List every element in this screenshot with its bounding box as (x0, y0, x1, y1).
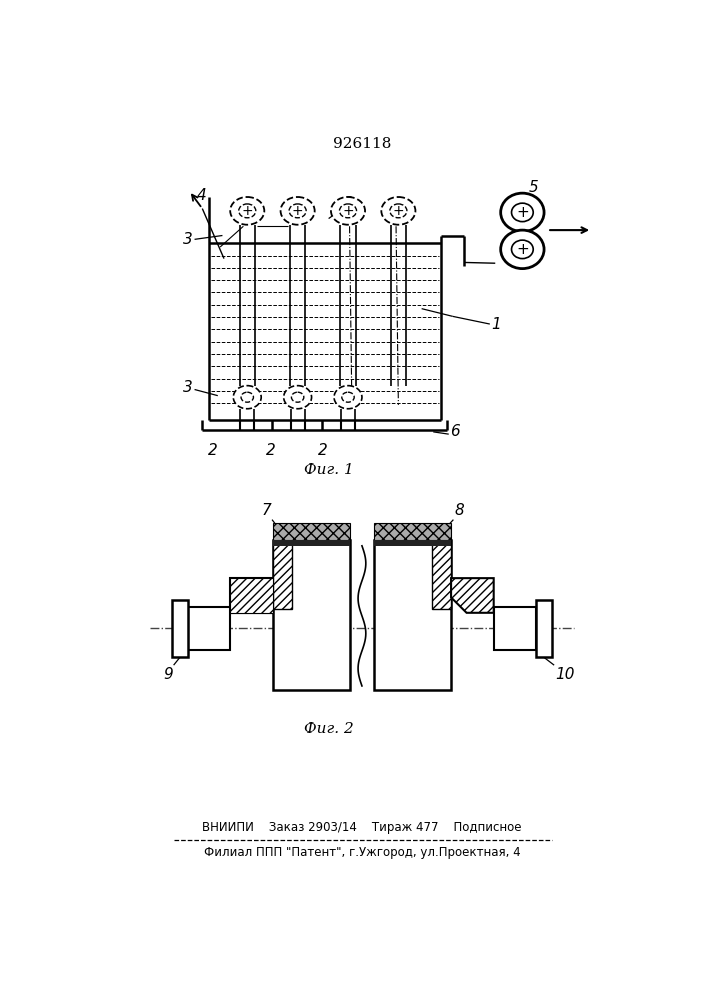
Ellipse shape (339, 204, 356, 218)
Ellipse shape (331, 197, 365, 225)
Bar (273, 540, 351, 690)
Text: 9: 9 (163, 667, 173, 682)
Polygon shape (451, 578, 493, 613)
Text: 3: 3 (183, 380, 193, 395)
Text: 2: 2 (318, 443, 328, 458)
Ellipse shape (241, 392, 253, 402)
Text: +: + (516, 242, 529, 257)
Ellipse shape (230, 197, 264, 225)
Ellipse shape (281, 197, 315, 225)
Text: 926118: 926118 (333, 137, 391, 151)
Text: 8: 8 (454, 503, 464, 518)
Text: 6: 6 (450, 424, 460, 439)
Ellipse shape (284, 386, 312, 409)
Bar (493, 607, 537, 650)
Text: Филиал ППП "Патент", г.Ужгород, ул.Проектная, 4: Филиал ППП "Патент", г.Ужгород, ул.Проек… (204, 846, 520, 859)
Text: 4: 4 (197, 188, 206, 203)
Bar (172, 600, 187, 657)
Ellipse shape (512, 240, 533, 259)
Ellipse shape (334, 386, 362, 409)
Text: 3: 3 (344, 196, 354, 211)
Ellipse shape (501, 230, 544, 269)
Ellipse shape (289, 204, 306, 218)
Text: 10: 10 (555, 667, 574, 682)
Text: +: + (241, 204, 253, 218)
Ellipse shape (501, 193, 544, 232)
Bar (373, 540, 451, 690)
Text: ВНИИПИ    Заказ 2903/14    Тираж 477    Подписное: ВНИИПИ Заказ 2903/14 Тираж 477 Подписное (202, 821, 522, 834)
Bar (373, 523, 451, 540)
Ellipse shape (381, 197, 416, 225)
Ellipse shape (291, 392, 304, 402)
Text: +: + (342, 204, 354, 218)
Text: 2: 2 (266, 443, 275, 458)
Text: Фиг. 2: Фиг. 2 (304, 722, 354, 736)
Ellipse shape (390, 204, 407, 218)
Bar (230, 578, 273, 613)
Ellipse shape (512, 203, 533, 222)
Text: 5: 5 (529, 180, 538, 195)
Text: 3: 3 (183, 232, 193, 247)
Bar (537, 600, 552, 657)
Bar (273, 540, 351, 546)
Bar (230, 578, 273, 613)
Text: 7: 7 (262, 503, 271, 518)
Ellipse shape (341, 392, 354, 402)
Text: +: + (292, 204, 303, 218)
Text: +: + (392, 204, 404, 218)
Bar (187, 607, 230, 650)
Text: Фиг. 1: Фиг. 1 (304, 463, 354, 477)
Text: 1: 1 (491, 317, 501, 332)
Text: +: + (516, 205, 529, 220)
Bar (273, 540, 292, 609)
Text: 2: 2 (207, 443, 217, 458)
Ellipse shape (239, 204, 256, 218)
Bar (432, 540, 451, 609)
Bar (373, 540, 451, 546)
Ellipse shape (233, 386, 261, 409)
Bar (273, 523, 351, 540)
